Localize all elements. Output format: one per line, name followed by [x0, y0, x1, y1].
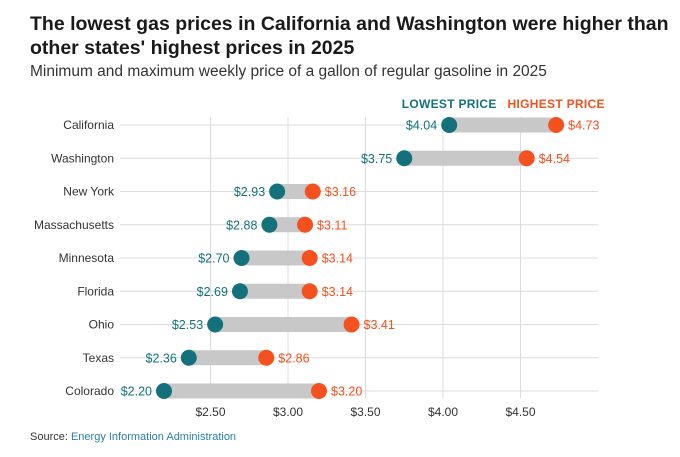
high-price-label: $3.20	[331, 385, 362, 399]
category-label: Washington	[51, 151, 114, 165]
low-price-dot	[207, 316, 224, 333]
category-label: Florida	[77, 284, 114, 298]
high-price-label: $3.41	[364, 318, 395, 332]
category-label: Minnesota	[59, 251, 115, 265]
low-price-label: $3.75	[361, 152, 392, 166]
high-price-dot	[301, 250, 318, 266]
high-price-dot	[297, 216, 314, 233]
low-price-label: $2.70	[198, 252, 229, 266]
low-price-label: $2.93	[234, 185, 265, 199]
high-price-label: $3.11	[317, 218, 347, 232]
legend-lowest: LOWEST PRICE	[402, 97, 497, 111]
low-price-dot	[441, 117, 458, 133]
category-label: Ohio	[89, 318, 115, 332]
x-tick-label: $2.50	[195, 405, 225, 419]
low-price-dot	[231, 283, 248, 300]
legend-highest: HIGHEST PRICE	[508, 97, 605, 111]
x-tick-label: $3.50	[350, 405, 380, 419]
high-price-label: $3.14	[322, 252, 353, 266]
low-price-label: $2.53	[172, 318, 203, 332]
category-label: California	[63, 118, 114, 132]
source-note: Source: Energy Information Administratio…	[30, 431, 236, 443]
category-label: Massachusetts	[34, 218, 114, 232]
low-price-dot	[261, 216, 278, 233]
high-price-label: $4.73	[568, 119, 599, 133]
chart-subtitle: Minimum and maximum weekly price of a ga…	[30, 63, 547, 80]
high-price-label: $4.54	[539, 152, 570, 166]
low-price-dot	[269, 183, 286, 200]
high-price-dot	[548, 117, 565, 133]
source-link[interactable]: Energy Information Administration	[70, 431, 237, 443]
high-price-dot	[304, 183, 321, 200]
x-tick-label: $4.00	[428, 405, 458, 419]
high-price-dot	[518, 150, 535, 167]
low-price-label: $4.04	[406, 119, 437, 133]
high-price-label: $3.14	[322, 285, 353, 299]
high-price-dot	[343, 316, 360, 333]
low-price-label: $2.69	[197, 285, 228, 299]
category-label: Colorado	[65, 384, 114, 398]
low-price-label: $2.20	[121, 385, 152, 399]
high-price-label: $3.16	[325, 185, 356, 199]
high-price-dot	[258, 349, 275, 366]
chart-title: The lowest gas prices in California and …	[30, 13, 669, 59]
category-label: New York	[63, 185, 115, 199]
category-label: Texas	[83, 351, 114, 365]
x-tick-label: $4.50	[505, 405, 535, 419]
high-price-dot	[301, 283, 318, 300]
x-tick-label: $3.00	[273, 405, 303, 419]
low-price-label: $2.88	[226, 218, 257, 232]
low-price-dot	[233, 250, 250, 266]
low-price-dot	[156, 383, 172, 399]
high-price-dot	[311, 383, 327, 399]
low-price-label: $2.36	[146, 351, 177, 365]
low-price-dot	[396, 150, 413, 167]
low-price-dot	[180, 349, 197, 366]
source-prefix: Source:	[30, 431, 71, 443]
high-price-label: $2.86	[278, 351, 309, 365]
